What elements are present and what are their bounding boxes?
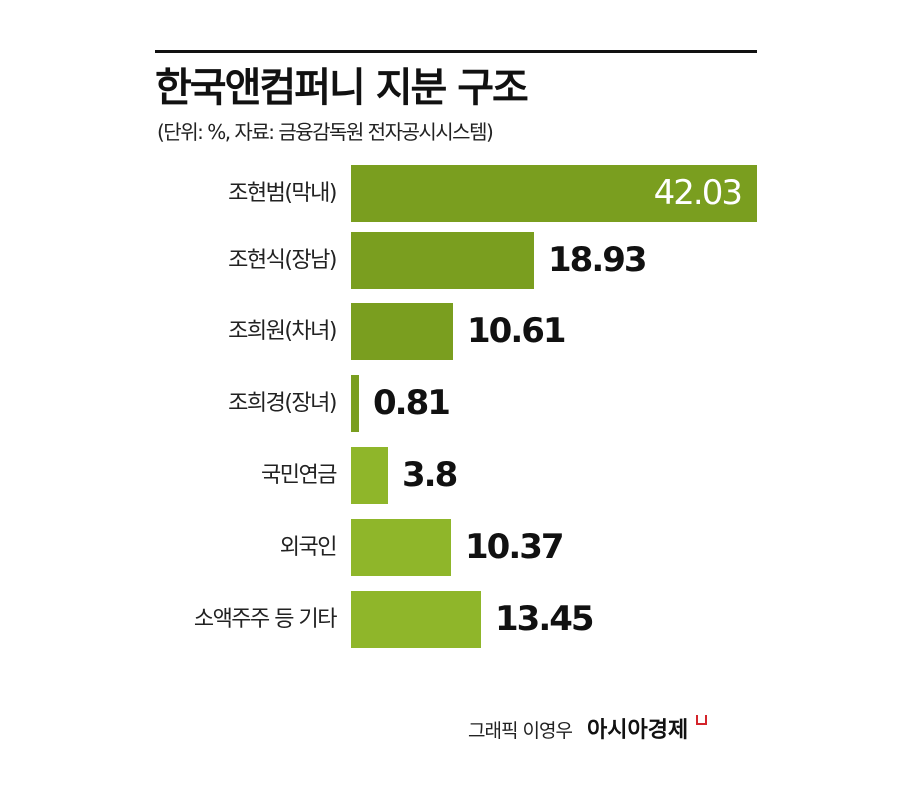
bar <box>351 165 757 222</box>
brand-logo: 아시아경제 <box>587 718 689 743</box>
top-rule <box>155 50 757 53</box>
bar-row: 조희경(장녀) 0.81 <box>0 375 900 432</box>
bar-label: 조현범(막내) <box>228 181 337 206</box>
bar <box>351 519 451 576</box>
bar-label: 조희경(장녀) <box>228 391 337 416</box>
bar-label: 조현식(장남) <box>228 248 337 273</box>
footer: 그래픽 이영우 아시아경제 <box>468 715 708 745</box>
bar <box>351 447 388 504</box>
bar-row: 국민연금 3.8 <box>0 447 900 504</box>
bar <box>351 232 534 289</box>
bar-value: 18.93 <box>548 240 648 280</box>
chart-title: 한국앤컴퍼니 지분 구조 <box>155 65 529 111</box>
bar-label: 조희원(차녀) <box>228 319 337 344</box>
bar-value: 3.8 <box>402 455 458 495</box>
bar-row: 조희원(차녀) 10.61 <box>0 303 900 360</box>
bar-value: 10.61 <box>467 311 567 351</box>
bar <box>351 303 453 360</box>
bar-label: 국민연금 <box>261 463 337 488</box>
bar-row: 소액주주 등 기타 13.45 <box>0 591 900 648</box>
bar-label: 외국인 <box>279 535 338 560</box>
bar <box>351 375 359 432</box>
bar-row: 외국인 10.37 <box>0 519 900 576</box>
brand-mark-icon <box>696 715 708 725</box>
bar-value: 0.81 <box>373 383 451 423</box>
bar-label: 소액주주 등 기타 <box>193 607 338 632</box>
bar <box>351 591 481 648</box>
bar-value: 10.37 <box>465 527 565 567</box>
bar-value: 13.45 <box>495 599 595 639</box>
bar-row: 조현식(장남) 18.93 <box>0 232 900 289</box>
graphic-credit: 그래픽 이영우 <box>468 720 573 742</box>
chart-subtitle: (단위: %, 자료: 금융감독원 전자공시시스템) <box>157 120 494 144</box>
bar-row: 조현범(막내) 42.03 <box>0 165 900 222</box>
bar-value: 42.03 <box>653 173 743 213</box>
